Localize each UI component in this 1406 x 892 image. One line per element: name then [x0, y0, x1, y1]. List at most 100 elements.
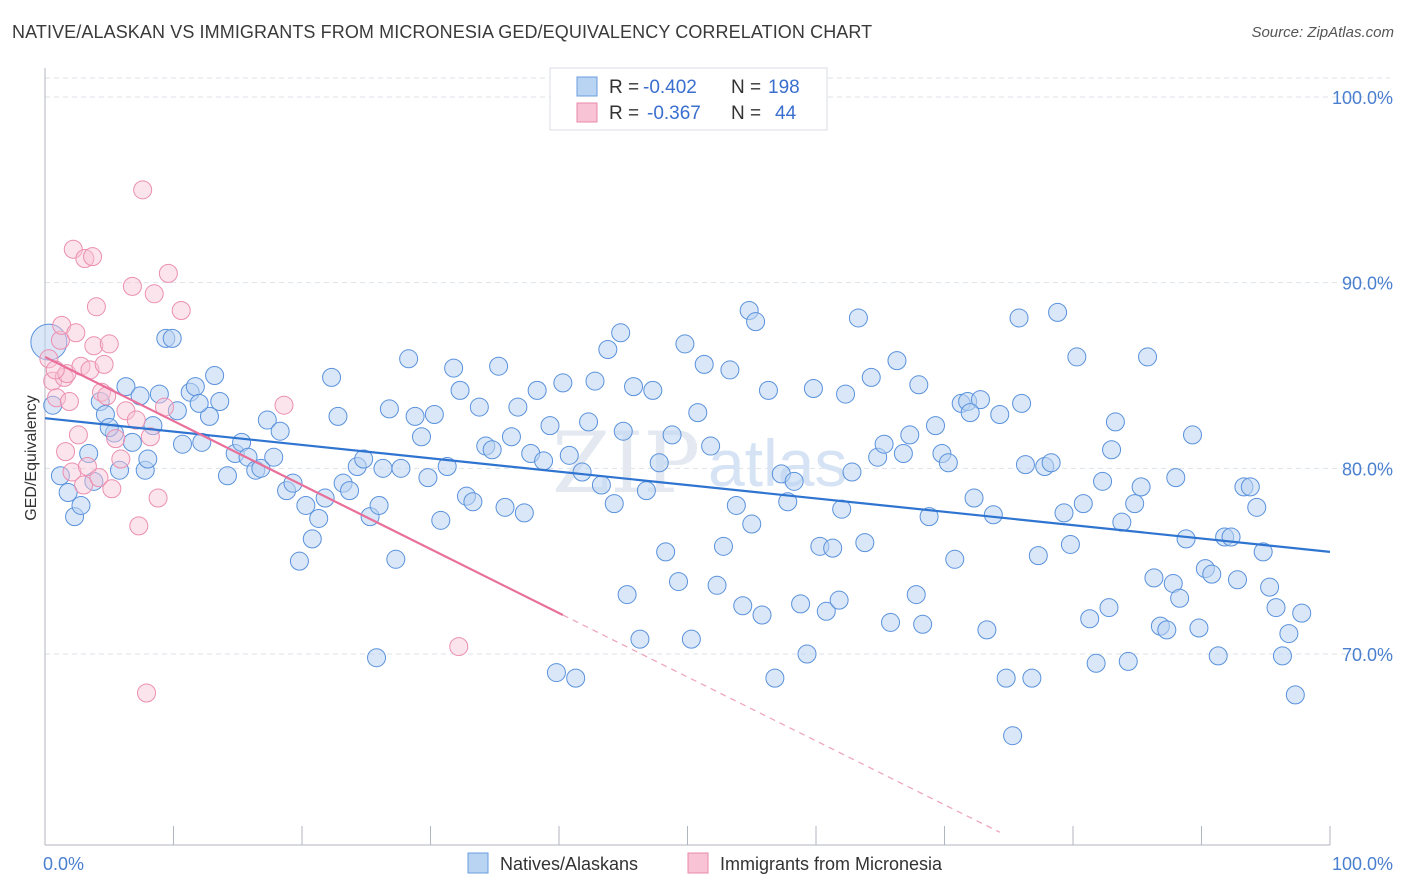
point-natives	[919, 507, 939, 527]
point-natives	[996, 668, 1016, 688]
point-natives	[765, 668, 785, 688]
point-natives	[122, 432, 142, 452]
point-natives	[450, 380, 470, 400]
point-natives	[649, 453, 669, 473]
point-natives	[116, 377, 136, 397]
point-natives	[726, 495, 746, 515]
point-natives	[322, 367, 342, 387]
point-natives	[1144, 568, 1164, 588]
point-natives	[431, 510, 451, 530]
point-natives	[437, 456, 457, 476]
point-natives	[379, 399, 399, 419]
point-natives	[1131, 477, 1151, 497]
y-tick-label: 100.0%	[1332, 88, 1393, 108]
y-tick-label: 80.0%	[1342, 459, 1393, 479]
point-natives	[926, 416, 946, 436]
point-micronesia	[140, 427, 160, 447]
point-micronesia	[74, 475, 94, 495]
point-natives	[386, 549, 406, 569]
point-natives	[861, 367, 881, 387]
point-natives	[399, 349, 419, 369]
legend-swatch-blue	[576, 76, 598, 97]
point-natives	[189, 393, 209, 413]
point-natives	[463, 492, 483, 512]
point-natives	[1166, 468, 1186, 488]
point-natives	[489, 356, 509, 376]
point-natives	[1105, 412, 1125, 432]
point-natives	[1240, 477, 1260, 497]
point-natives	[1093, 471, 1113, 491]
point-natives	[405, 406, 425, 426]
point-natives	[508, 397, 528, 417]
point-natives	[546, 663, 566, 683]
point-natives	[1028, 546, 1048, 566]
series-natives-points	[30, 301, 1312, 746]
trend-lines	[44, 355, 1331, 833]
legend-r-label-1: R =	[609, 77, 639, 98]
point-natives	[296, 495, 316, 515]
point-natives	[373, 458, 393, 478]
point-natives	[1202, 564, 1222, 584]
point-natives	[977, 620, 997, 640]
point-natives	[185, 377, 205, 397]
point-natives	[270, 421, 290, 441]
point-natives	[701, 436, 721, 456]
point-natives	[553, 373, 573, 393]
trend-micronesia	[44, 355, 564, 616]
point-natives	[99, 417, 119, 437]
point-natives	[656, 542, 676, 562]
trend-natives	[44, 417, 1331, 553]
legend-r-label-2: R =	[609, 103, 639, 124]
point-natives	[713, 536, 733, 556]
point-micronesia	[129, 516, 149, 536]
point-micronesia	[89, 468, 109, 488]
point-natives	[970, 390, 990, 410]
point-natives	[960, 403, 980, 423]
point-natives	[579, 412, 599, 432]
point-micronesia	[84, 336, 104, 356]
point-micronesia	[56, 442, 76, 462]
point-natives	[617, 585, 637, 605]
point-natives	[289, 551, 309, 571]
point-natives	[1138, 347, 1158, 367]
point-micronesia	[77, 456, 97, 476]
y-tick-labels: 70.0% 80.0% 90.0% 100.0%	[1332, 88, 1393, 665]
point-natives	[816, 601, 836, 621]
point-natives	[162, 328, 182, 348]
point-natives	[424, 404, 444, 424]
point-natives	[444, 358, 464, 378]
point-natives	[482, 440, 502, 460]
bottom-legend-series2: Immigrants from Micronesia	[720, 854, 943, 874]
x-tick-labels: 0.0% 100.0%	[43, 854, 1393, 874]
point-natives	[1253, 542, 1273, 562]
point-natives	[328, 406, 348, 426]
point-natives	[874, 434, 894, 454]
point-natives	[906, 585, 926, 605]
point-natives	[900, 425, 920, 445]
point-natives	[205, 366, 225, 385]
point-natives	[909, 375, 929, 395]
point-micronesia	[144, 284, 164, 304]
point-natives	[315, 488, 335, 508]
point-natives	[540, 416, 560, 436]
point-natives	[945, 549, 965, 569]
point-natives	[302, 529, 322, 549]
point-micronesia	[158, 263, 178, 283]
y-axis-title: GED/Equivalency	[23, 395, 40, 520]
point-natives	[50, 466, 70, 486]
point-natives	[669, 572, 689, 592]
point-natives	[1260, 577, 1280, 597]
point-natives	[501, 427, 521, 447]
point-micronesia	[449, 637, 469, 657]
point-natives	[913, 614, 933, 634]
legend-n-label-2: N =	[731, 103, 761, 124]
point-natives	[1009, 308, 1029, 328]
point-natives	[662, 425, 682, 445]
point-micronesia	[47, 388, 67, 408]
point-natives	[566, 668, 586, 688]
point-natives	[1157, 620, 1177, 640]
point-natives	[681, 629, 701, 649]
point-natives	[1048, 302, 1068, 322]
point-natives	[217, 466, 237, 486]
